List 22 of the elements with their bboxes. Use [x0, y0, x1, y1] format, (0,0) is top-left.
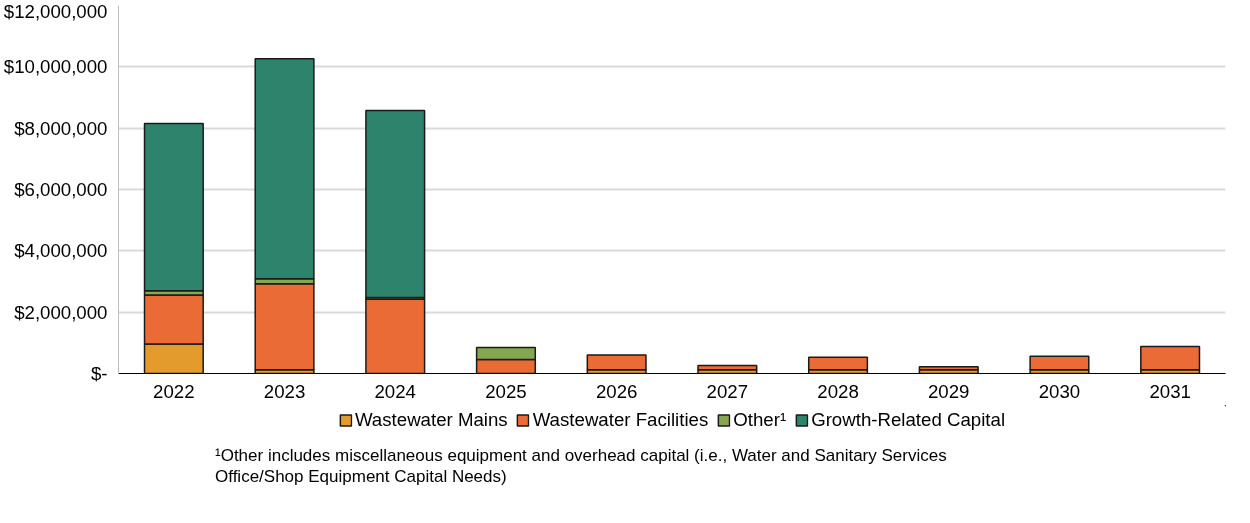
x-tick-label: 2022	[153, 380, 195, 402]
x-tick-label: 2028	[817, 380, 859, 402]
legend-label: Wastewater Facilities	[532, 409, 709, 431]
x-tick-label: 2027	[706, 380, 749, 402]
x-tick-label: 2023	[263, 380, 306, 402]
x-tick-label: 2024	[374, 380, 417, 402]
x-tick-label: 2025	[485, 380, 527, 402]
y-tick-label: $10,000,000	[3, 56, 108, 78]
y-tick-label: $-	[90, 363, 108, 384]
x-tick-label: 2030	[1038, 380, 1081, 402]
x-tick-label: 2031	[1149, 380, 1191, 402]
x-tick-label: 2026	[595, 380, 638, 402]
x-tick-label: 2029	[928, 380, 970, 402]
y-tick-label: $8,000,000	[14, 117, 108, 139]
y-tick-label: $2,000,000	[14, 301, 108, 323]
y-tick-label: $12,000,000	[3, 0, 108, 22]
legend-label: Growth-Related Capital	[811, 409, 1006, 431]
legend-label: Other¹	[733, 409, 787, 431]
y-tick-label: $6,000,000	[14, 179, 108, 200]
text: ¹Other includes miscellaneous equipment and overhead capital (i.e., Water and Sanitary Services Office/Shop Equipment Capital Needs)	[215, 445, 948, 488]
y-tick-label: $4,000,000	[14, 240, 108, 262]
legend-label: Wastewater Mains	[354, 409, 508, 431]
